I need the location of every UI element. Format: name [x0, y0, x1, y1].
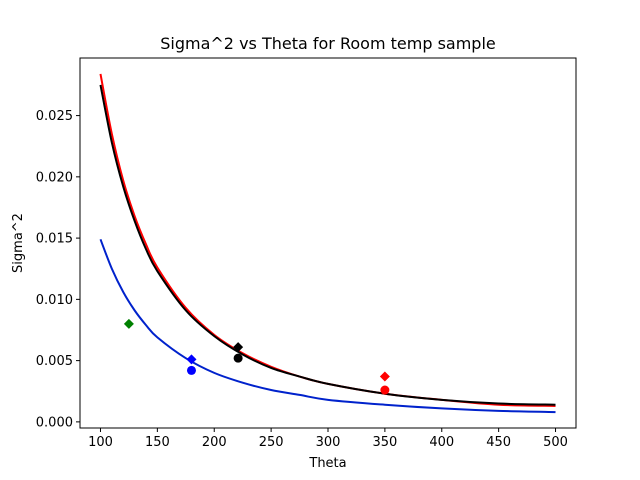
x-axis: 100 150 200 250 300 350 400 450 500 [88, 428, 568, 450]
x-tick-label: 350 [372, 435, 397, 450]
x-tick-label: 500 [543, 435, 568, 450]
y-tick-label: 0.010 [36, 293, 73, 308]
x-tick-label: 100 [88, 435, 113, 450]
chart-title: Sigma^2 vs Theta for Room temp sample [160, 34, 495, 53]
series-curve [99, 238, 556, 414]
x-tick-label: 150 [145, 435, 170, 450]
plot-frame [79, 57, 577, 429]
x-tick-label: 400 [429, 435, 454, 450]
data-point-diamond [379, 371, 390, 382]
data-point-circle [186, 365, 196, 375]
y-tick-label: 0.025 [36, 109, 73, 124]
y-tick-label: 0.005 [36, 354, 73, 369]
x-tick-label: 250 [259, 435, 284, 450]
data-point-diamond [233, 342, 244, 353]
y-axis-label: Sigma^2 [11, 213, 26, 273]
y-tick-label: 0.020 [36, 170, 73, 185]
data-point-circle [380, 385, 390, 395]
x-tick-label: 200 [202, 435, 227, 450]
y-tick-label: 0.000 [36, 415, 73, 430]
data-point-diamond [186, 354, 197, 365]
y-axis: 0.000 0.005 0.010 0.015 0.020 0.025 [36, 109, 80, 430]
y-tick-label: 0.015 [36, 232, 73, 247]
x-axis-label: Theta [308, 456, 346, 471]
x-tick-label: 450 [486, 435, 511, 450]
series-curve [99, 84, 556, 406]
data-point-circle [233, 353, 243, 363]
series-curve [99, 73, 556, 407]
plot-area [99, 73, 556, 414]
data-point-diamond [123, 318, 134, 329]
x-tick-label: 300 [316, 435, 341, 450]
